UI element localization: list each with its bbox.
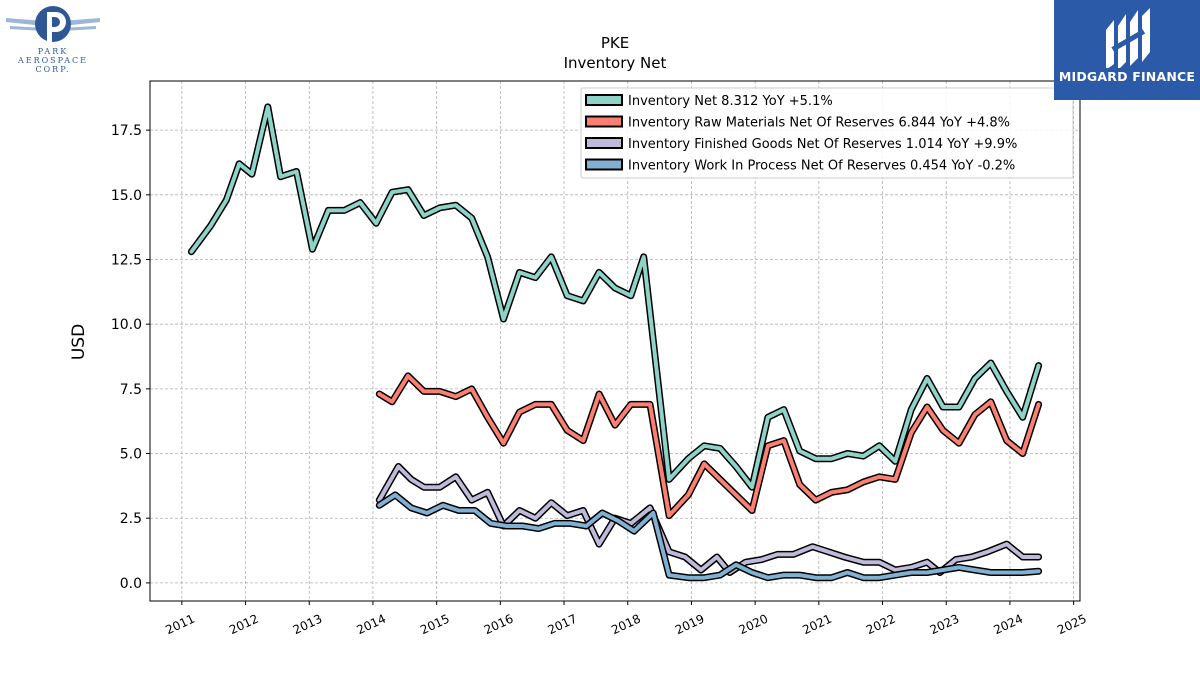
x-tick-label: 2011 [163, 612, 197, 638]
y-tick-label: 5.0 [120, 447, 142, 463]
x-tick-label: 2025 [1055, 612, 1089, 638]
legend-swatch [585, 115, 623, 128]
legend-entry: Inventory Net 8.312 YoY +5.1% [628, 94, 833, 109]
legend-swatch [585, 137, 623, 149]
y-tick-label: 0.0 [120, 576, 142, 592]
x-tick-label: 2016 [482, 612, 516, 638]
x-tick-label: 2013 [291, 612, 325, 638]
park-line-1: PARK [37, 47, 69, 56]
x-tick-label: 2022 [864, 612, 898, 638]
axes: 0.0 2.5 5.0 7.5 10.0 12.5 15.0 17.5 2011 2012 2013… [111, 123, 1089, 637]
x-tick-label: 2024 [991, 612, 1025, 638]
x-tick-label: 2023 [928, 612, 962, 638]
x-tick-label: 2012 [227, 612, 261, 638]
series-line-inventory-net [189, 104, 1041, 490]
y-tick-label: 7.5 [120, 382, 142, 398]
y-tick-label: 10.0 [111, 317, 142, 333]
legend-swatch [585, 158, 623, 171]
legend-entry: Inventory Raw Materials Net Of Reserves … [628, 116, 1010, 131]
y-axis-label: USD [69, 324, 89, 360]
midgard-emblem-icon [1106, 8, 1150, 70]
midgard-finance-logo: MIDGARD FINANCE [1054, 0, 1200, 100]
x-tick-label: 2019 [673, 612, 707, 638]
x-tick-label: 2020 [737, 612, 771, 638]
series-line-inventory-finished-goods-net-of-reserves [377, 464, 1041, 575]
y-tick-label: 17.5 [111, 123, 142, 139]
legend-entry: Inventory Finished Goods Net Of Reserves… [628, 137, 1017, 152]
x-tick-label: 2014 [354, 612, 388, 638]
park-line-2: AEROSPACE [17, 56, 89, 65]
x-tick-label: 2017 [546, 612, 580, 638]
legend-swatch [585, 94, 623, 106]
y-tick-label: 12.5 [111, 253, 142, 269]
park-aerospace-logo: PARK AEROSPACE CORP. [4, 2, 102, 78]
chart-title: PKE [601, 34, 629, 52]
series-layer [187, 103, 1043, 582]
legend-box [580, 87, 1074, 179]
y-tick-label: 2.5 [120, 511, 142, 527]
y-tick-label: 15.0 [111, 188, 142, 204]
chart-subtitle: Inventory Net [564, 54, 667, 72]
x-tick-label: 2021 [800, 612, 834, 638]
x-tick-label: 2015 [418, 612, 452, 638]
legend: Inventory Net 8.312 YoY +5.1% Inventory R… [580, 87, 1074, 179]
series-line-inventory-raw-materials-net-of-reserves [377, 373, 1041, 518]
legend-entry: Inventory Work In Process Net Of Reserve… [628, 159, 1015, 174]
park-p-emblem-icon [6, 6, 100, 46]
x-tick-label: 2018 [609, 612, 643, 638]
series-outline-inventory-finished-goods-net-of-reserves [375, 463, 1043, 576]
plot-frame [149, 80, 1081, 602]
park-line-3: CORP. [35, 65, 71, 74]
midgard-finance-text: MIDGARD FINANCE [1058, 69, 1196, 84]
series-line-inventory-work-in-process-net-of-reserves [377, 492, 1041, 580]
